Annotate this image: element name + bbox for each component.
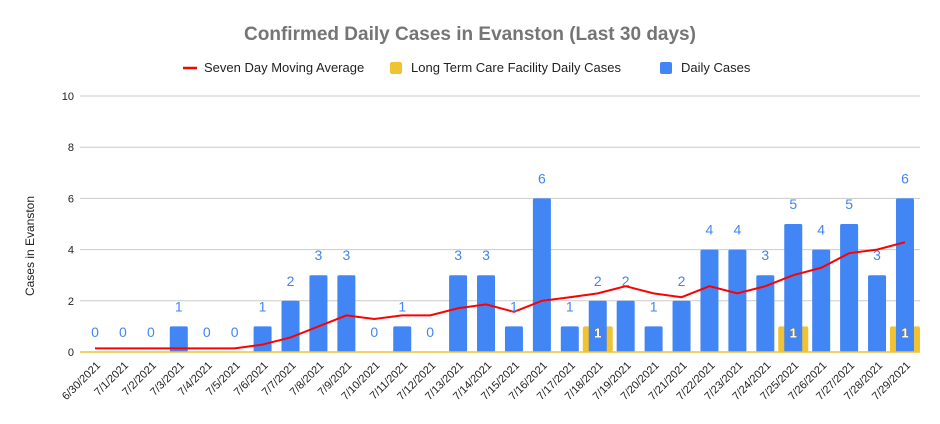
daily-bar [560,326,579,352]
daily-data-label: 2 [594,273,602,289]
daily-data-label: 6 [538,170,546,186]
daily-bar [895,198,914,352]
legend-item: Seven Day Moving Average [183,60,364,75]
daily-data-label: 0 [119,324,127,340]
daily-bar [728,249,747,352]
daily-data-label: 1 [259,298,267,314]
daily-data-label: 0 [203,324,211,340]
daily-bar [477,275,496,352]
daily-data-label: 6 [901,170,909,186]
daily-bar [868,275,887,352]
legend-color-swatch [660,62,672,74]
daily-bar [588,300,607,352]
daily-data-label: 4 [706,222,714,238]
daily-bar [644,326,663,352]
daily-data-label: 2 [678,273,686,289]
daily-bar [672,300,691,352]
daily-data-label: 3 [342,247,350,263]
daily-bar [532,198,551,352]
daily-data-label: 0 [91,324,99,340]
daily-data-label: 0 [147,324,155,340]
x-tick-label: 6/30/2021 [60,360,103,403]
legend-item: Daily Cases [660,60,751,75]
daily-data-label: 4 [733,222,741,238]
daily-bar [337,275,356,352]
daily-data-label: 3 [454,247,462,263]
y-tick-label: 4 [68,245,74,257]
y-tick-label: 0 [68,347,74,359]
daily-data-label: 4 [817,222,825,238]
daily-data-label: 1 [398,298,406,314]
y-axis-label: Cases in Evanston [23,196,37,296]
legend: Seven Day Moving Average Long Term Care F… [183,60,751,75]
legend-label: Long Term Care Facility Daily Cases [411,60,621,75]
ltc-data-label: 1 [790,325,797,340]
daily-data-label: 2 [622,273,630,289]
daily-data-label: 1 [175,298,183,314]
daily-bar [281,300,300,352]
daily-bar [309,275,328,352]
ltc-data-label: 1 [901,325,908,340]
daily-bar [393,326,412,352]
y-tick-label: 10 [62,91,74,103]
daily-bar [756,275,775,352]
daily-data-label: 2 [287,273,295,289]
daily-data-label: 1 [650,298,658,314]
daily-data-label: 3 [315,247,323,263]
daily-data-label: 5 [845,196,853,212]
daily-data-label: 0 [231,324,239,340]
legend-label: Daily Cases [681,60,751,75]
daily-data-label: 3 [761,247,769,263]
daily-data-label: 3 [482,247,490,263]
daily-data-label: 3 [873,247,881,263]
daily-bar [784,224,803,352]
y-tick-label: 6 [68,193,74,205]
ltc-data-label: 1 [594,325,601,340]
daily-data-label: 1 [510,298,518,314]
daily-bar [840,224,859,352]
daily-data-label: 0 [426,324,434,340]
legend-item: Long Term Care Facility Daily Cases [390,60,621,75]
y-tick-label: 2 [68,296,74,308]
daily-data-label: 5 [789,196,797,212]
daily-bar [253,326,272,352]
daily-bar [504,326,523,352]
daily-data-label: 1 [566,298,574,314]
legend-label: Seven Day Moving Average [204,60,364,75]
daily-bar [169,326,188,352]
daily-bar [812,249,831,352]
daily-bar [616,300,635,352]
daily-bar [449,275,468,352]
legend-color-swatch [390,62,402,74]
daily-bar [700,249,719,352]
chart-title: Confirmed Daily Cases in Evanston (Last … [244,24,696,45]
y-tick-label: 8 [68,142,74,154]
daily-data-label: 0 [370,324,378,340]
moving-average-line [95,241,906,350]
